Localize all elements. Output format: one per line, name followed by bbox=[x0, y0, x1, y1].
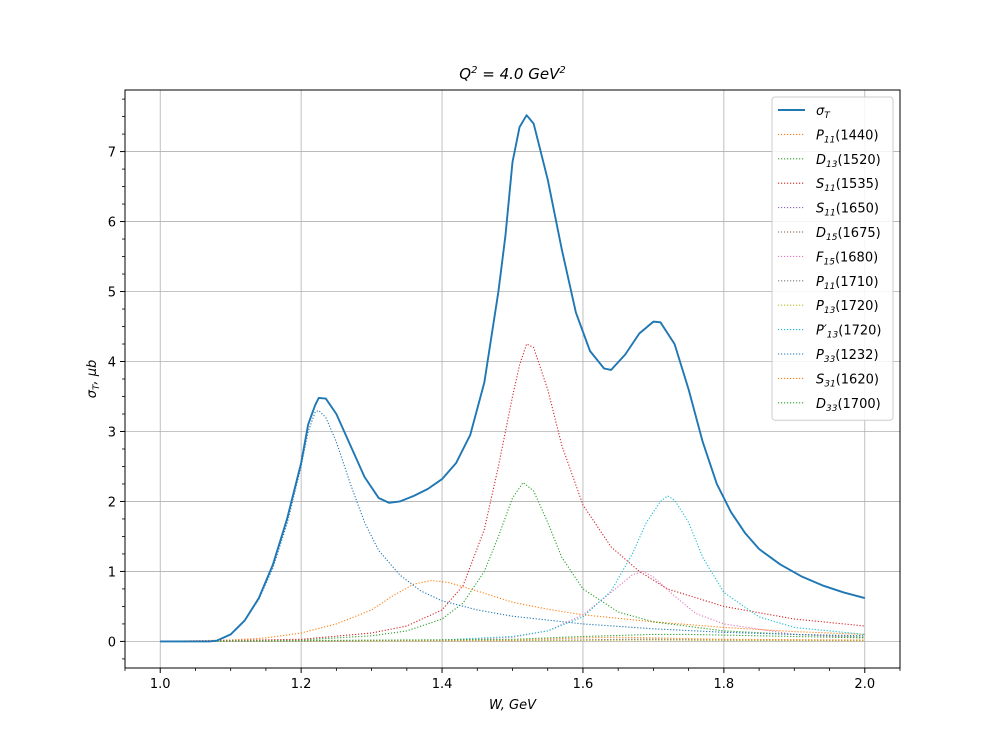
series-line-1 bbox=[160, 579, 865, 642]
x-tick-label: 1.4 bbox=[432, 677, 453, 692]
chart-title: Q2 = 4.0 GeV2 bbox=[459, 65, 565, 83]
series-line-2 bbox=[160, 482, 865, 642]
series-layer bbox=[160, 114, 866, 643]
x-tick-label: 1.6 bbox=[573, 677, 594, 692]
legend: σT P11(1440) D13(1520) S11(1535) S11(1650) D1… bbox=[771, 96, 894, 421]
y-tick-label: 5 bbox=[108, 286, 116, 301]
series-line-0 bbox=[160, 114, 866, 643]
series-line-9 bbox=[160, 495, 865, 642]
legend-entry: S11(1650) bbox=[816, 202, 879, 219]
legend-entry: P11(1710) bbox=[816, 275, 879, 292]
legend-entry: D33(1700) bbox=[816, 397, 881, 414]
y-tick-label: 2 bbox=[108, 495, 116, 510]
legend-entry: F15(1680) bbox=[816, 250, 878, 267]
series-line-6 bbox=[160, 570, 865, 642]
x-tick-label: 1.2 bbox=[291, 677, 312, 692]
tick-labels: 1.0 1.2 1.4 1.6 1.8 2.0 0 1 2 3 4 5 6 7 bbox=[108, 146, 875, 692]
x-tick-label: 1.0 bbox=[150, 677, 171, 692]
axis-ticks bbox=[120, 98, 901, 673]
y-tick-label: 0 bbox=[108, 635, 116, 650]
x-axis-label: W, GeV bbox=[489, 698, 537, 713]
y-tick-label: 6 bbox=[108, 216, 116, 231]
y-tick-label: 1 bbox=[108, 565, 116, 580]
y-tick-label: 3 bbox=[108, 425, 116, 440]
legend-entry: P33(1232) bbox=[816, 348, 879, 365]
x-tick-label: 2.0 bbox=[854, 677, 875, 692]
legend-entry: D13(1520) bbox=[816, 153, 881, 170]
y-tick-label: 7 bbox=[108, 146, 116, 161]
y-tick-label: 4 bbox=[108, 356, 116, 371]
x-tick-label: 1.8 bbox=[714, 677, 735, 692]
legend-box bbox=[771, 96, 894, 421]
legend-entry: S31(1620) bbox=[816, 372, 879, 389]
y-axis-label: σT, μb bbox=[85, 360, 102, 399]
legend-entry: P13(1720) bbox=[816, 299, 879, 316]
legend-entry: D15(1675) bbox=[816, 226, 881, 243]
legend-entry: P′13(1720) bbox=[816, 324, 881, 341]
legend-entry: S11(1535) bbox=[816, 177, 879, 194]
legend-entry: P11(1440) bbox=[816, 128, 879, 145]
legend-entry: σT bbox=[816, 104, 831, 121]
